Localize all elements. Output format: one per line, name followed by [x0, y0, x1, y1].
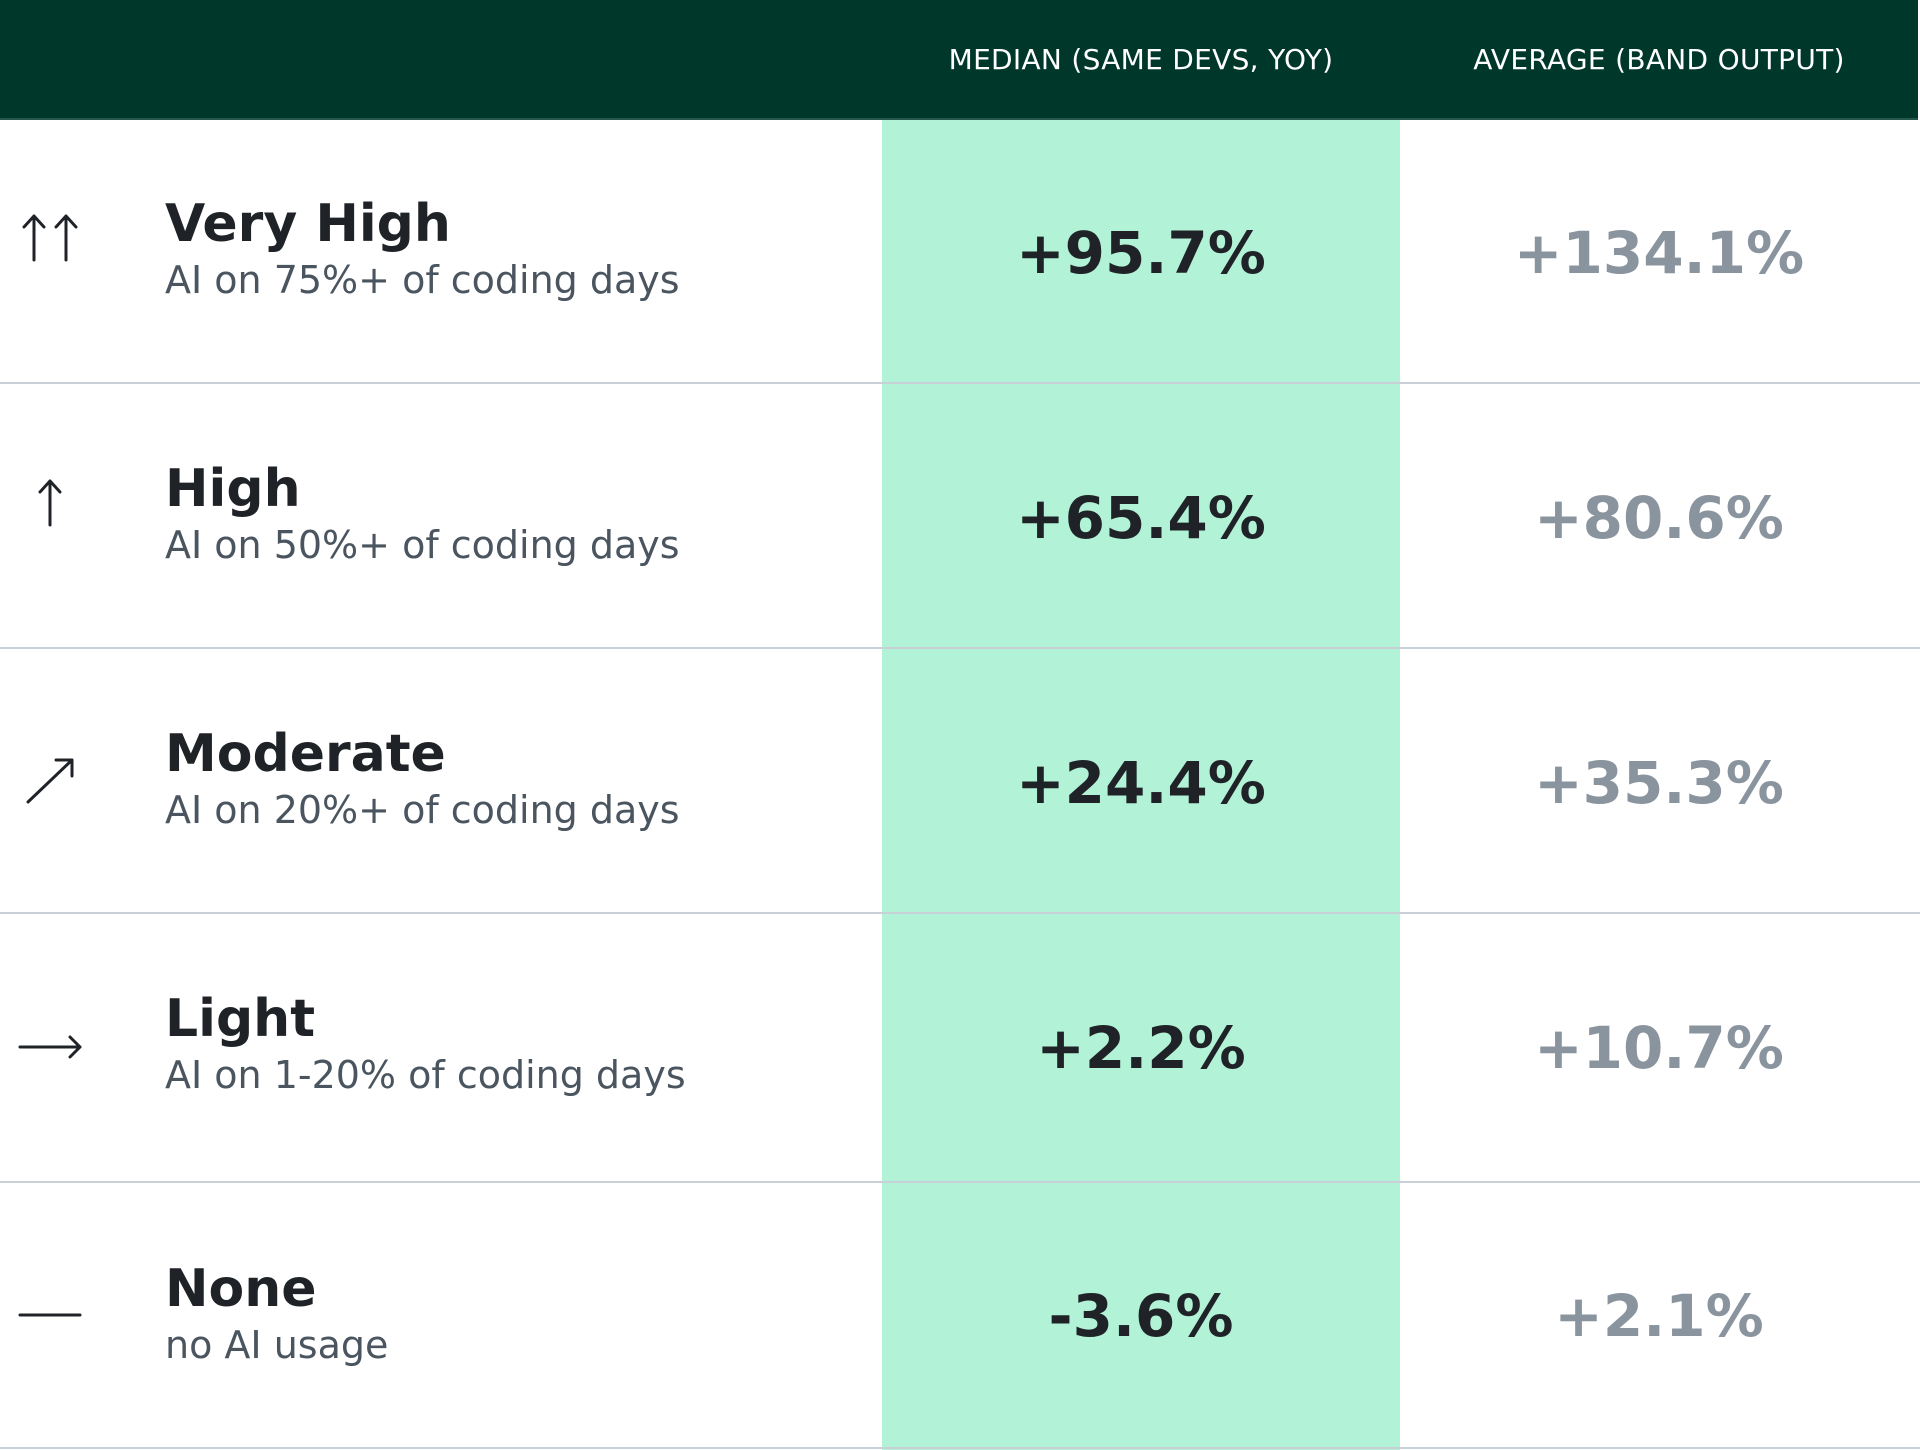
average-value: +35.3%	[1534, 748, 1784, 817]
row-divider	[0, 1447, 1920, 1449]
table-row: Light AI on 1-20% of coding days +2.2% +10.…	[0, 915, 1920, 1180]
median-value: +24.4%	[1016, 748, 1266, 817]
band-label: Light AI on 1-20% of coding days	[165, 988, 865, 1100]
table-row: Moderate AI on 20%+ of coding days +24.4% +…	[0, 650, 1920, 915]
table-row: High AI on 50%+ of coding days +65.4% +80.6…	[0, 385, 1920, 650]
median-value: +65.4%	[1016, 483, 1266, 552]
band-label: Very High AI on 75%+ of coding days	[165, 193, 865, 305]
right-arrow-icon	[0, 915, 100, 1180]
double-up-arrow-icon	[0, 120, 100, 385]
median-value: -3.6%	[1048, 1281, 1234, 1350]
band-name: High	[165, 459, 301, 519]
band-description: AI on 75%+ of coding days	[165, 258, 680, 302]
band-description: AI on 1-20% of coding days	[165, 1053, 686, 1097]
average-value: +80.6%	[1534, 483, 1784, 552]
median-value: +2.2%	[1036, 1013, 1246, 1082]
row-divider	[0, 382, 1920, 384]
band-name: None	[165, 1259, 317, 1319]
band-label: Moderate AI on 20%+ of coding days	[165, 723, 865, 835]
band-description: AI on 50%+ of coding days	[165, 523, 680, 567]
header-average: AVERAGE (BAND OUTPUT)	[1473, 42, 1845, 76]
average-value: +134.1%	[1513, 218, 1805, 287]
dash-icon	[0, 1183, 100, 1448]
band-description: no AI usage	[165, 1323, 389, 1367]
band-name: Light	[165, 989, 316, 1049]
average-value: +10.7%	[1534, 1013, 1784, 1082]
row-divider	[0, 647, 1920, 649]
diagonal-up-arrow-icon	[0, 650, 100, 915]
row-divider	[0, 912, 1920, 914]
median-value: +95.7%	[1016, 218, 1266, 287]
average-value: +2.1%	[1554, 1281, 1764, 1350]
header-median: MEDIAN (SAME DEVS, YOY)	[948, 42, 1334, 76]
table-row: Very High AI on 75%+ of coding days +95.7%…	[0, 120, 1920, 385]
band-name: Moderate	[165, 724, 446, 784]
table-row: None no AI usage -3.6% +2.1%	[0, 1183, 1920, 1448]
up-arrow-icon	[0, 385, 100, 650]
band-label: High AI on 50%+ of coding days	[165, 458, 865, 570]
row-divider	[0, 1181, 1920, 1183]
median-column-highlight	[882, 120, 1400, 1450]
band-name: Very High	[165, 194, 451, 254]
band-description: AI on 20%+ of coding days	[165, 788, 680, 832]
table-header: MEDIAN (SAME DEVS, YOY) AVERAGE (BAND OU…	[0, 0, 1918, 120]
band-label: None no AI usage	[165, 1258, 865, 1370]
